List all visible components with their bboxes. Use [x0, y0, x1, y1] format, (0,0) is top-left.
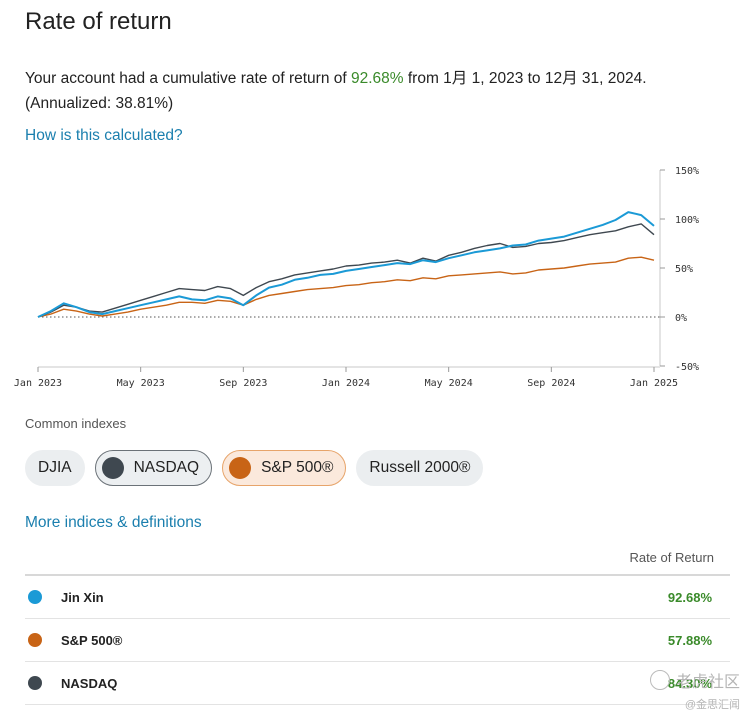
- row-return: 84.30%: [667, 675, 712, 691]
- x-tick-label: May 2024: [425, 378, 473, 389]
- chip-djia-label: DJIA: [38, 459, 72, 476]
- watermark-top: 老虎社区: [675, 674, 740, 691]
- row-name: S&P 500®: [61, 632, 123, 648]
- watermark-bottom: @金思汇闻: [684, 699, 740, 711]
- watermark: 老虎社区 @金思汇闻: [649, 668, 740, 712]
- watermark-logo-icon: [649, 670, 670, 690]
- row-name: Jin Xin: [61, 589, 104, 605]
- table-row: Jin Xin 92.68%: [25, 576, 730, 619]
- nasdaq-color-dot: [101, 457, 124, 479]
- series-dot-sp500: [28, 633, 42, 647]
- x-tick-label: Sep 2024: [527, 378, 575, 389]
- x-tick-label: Jan 2023: [14, 378, 62, 389]
- chip-nasdaq[interactable]: NASDAQ: [94, 450, 213, 486]
- row-return: 92.68%: [667, 589, 712, 605]
- chip-russell-2000[interactable]: Russell 2000®: [356, 450, 484, 486]
- annualized-return: (Annualized: 38.81%): [25, 95, 174, 112]
- series-line-nasdaq: [37, 223, 655, 318]
- return-chart: 150% 100% 50% 0% -50% Jan 2023 May 2023 Sep 202…: [0, 150, 748, 400]
- x-tick-label: Jan 2024: [322, 378, 370, 389]
- y-tick-label: 150%: [675, 166, 699, 177]
- series-line-s-p-500: [37, 256, 655, 318]
- return-chart-svg: 150% 100% 50% 0% -50% Jan 2023 May 2023 Sep 202…: [14, 166, 699, 389]
- row-return: 57.88%: [667, 632, 712, 648]
- chip-sp500-label: S&P 500®: [261, 459, 334, 476]
- chip-russell-label: Russell 2000®: [369, 459, 471, 476]
- y-tick-label: 50%: [675, 264, 693, 275]
- sp500-color-dot: [229, 457, 252, 479]
- y-tick-label: 100%: [675, 215, 699, 226]
- table-header: Rate of Return: [25, 540, 730, 576]
- x-tick-label: May 2023: [117, 378, 165, 389]
- chip-sp500[interactable]: S&P 500®: [222, 450, 347, 486]
- chip-nasdaq-label: NASDAQ: [133, 459, 200, 476]
- table-row: S&P 500® 57.88%: [25, 619, 730, 662]
- summary-suffix: from 1月 1, 2023 to 12月 31, 2024.: [403, 70, 647, 87]
- x-tick-label: Sep 2023: [219, 378, 267, 389]
- table-row: NASDAQ 84.30%: [25, 662, 730, 705]
- index-chip-group: DJIA NASDAQ S&P 500® Russell 2000®: [25, 450, 484, 486]
- series-dot-jin-xin: [28, 590, 42, 604]
- page-title: Rate of return: [25, 8, 172, 35]
- y-tick-label: -50%: [675, 362, 699, 373]
- series-line-jin-xin: [37, 211, 655, 318]
- y-tick-label: 0%: [675, 313, 687, 324]
- row-name: NASDAQ: [61, 675, 118, 691]
- rate-of-return-header: Rate of Return: [629, 549, 714, 565]
- common-indexes-label: Common indexes: [25, 416, 127, 431]
- series-dot-nasdaq: [28, 676, 42, 690]
- chip-djia[interactable]: DJIA: [25, 450, 85, 486]
- summary-return-pct: 92.68%: [350, 70, 404, 87]
- more-indices-link[interactable]: More indices & definitions: [25, 514, 202, 531]
- x-tick-label: Jan 2025: [630, 378, 678, 389]
- summary-prefix: Your account had a cumulative rate of re…: [25, 70, 351, 87]
- returns-table: Rate of Return Jin Xin 92.68% S&P 500® 5…: [25, 540, 730, 705]
- how-calculated-link[interactable]: How is this calculated?: [25, 127, 183, 144]
- return-summary: Your account had a cumulative rate of re…: [25, 66, 740, 116]
